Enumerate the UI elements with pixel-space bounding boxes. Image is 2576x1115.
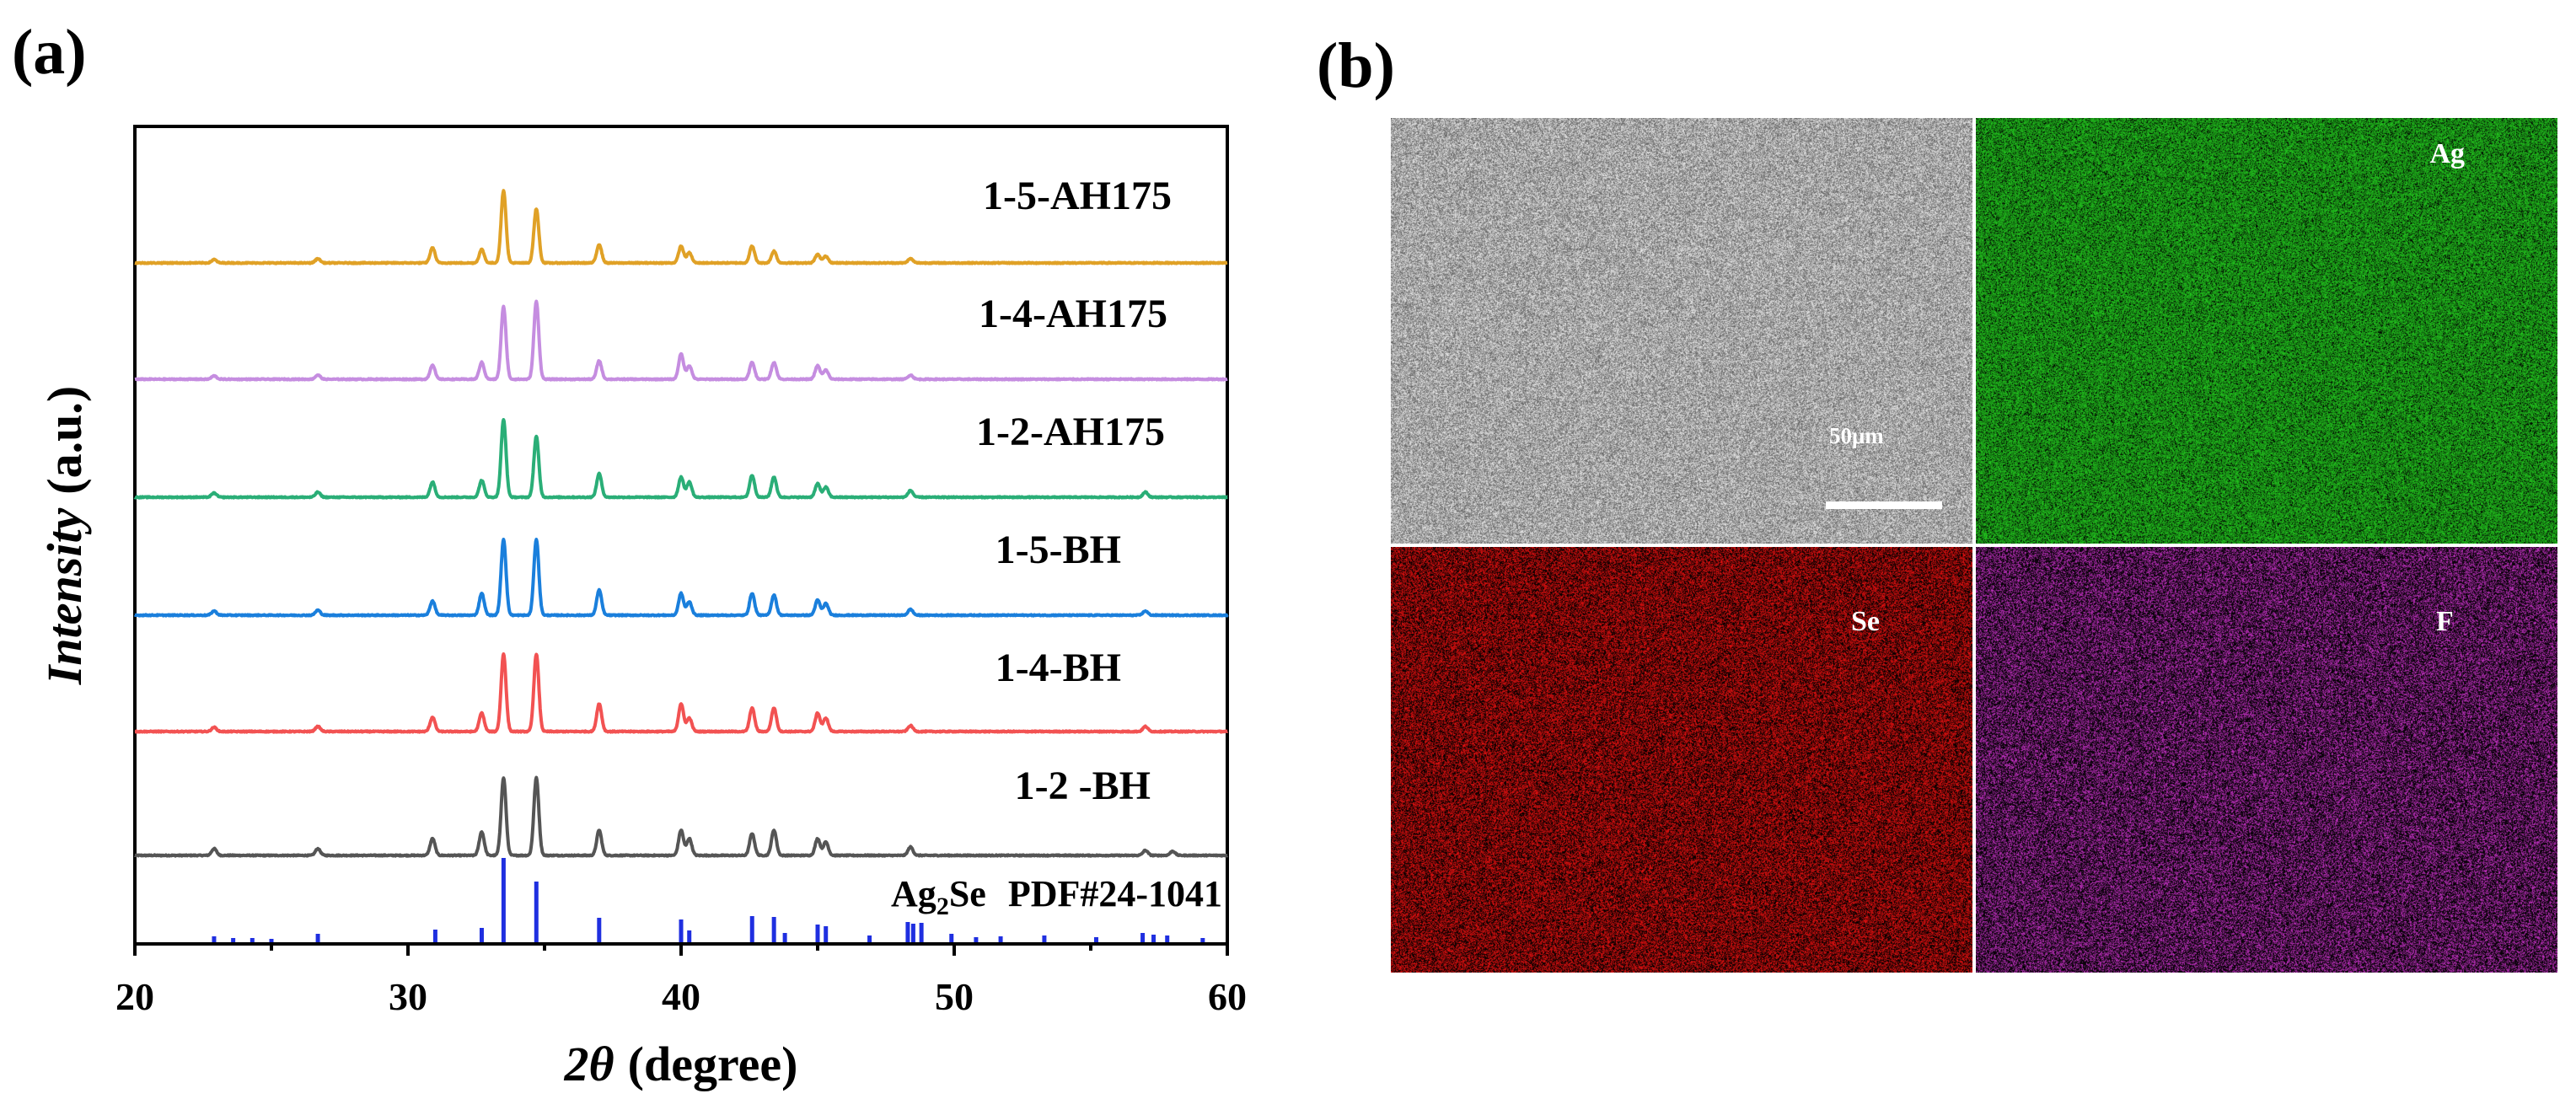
x-axis-ticks: 20 30 40 50 60 xyxy=(115,944,1247,1018)
reference-label: Ag2Se PDF#24-1041 xyxy=(891,873,1222,920)
xrd-chart: 1-2 -BH 1-4-BH 1-5-BH 1-2-AH175 1-4-AH175 1-5… xyxy=(37,125,1247,1091)
panel-label-a: (a) xyxy=(12,17,87,88)
reference-sticks xyxy=(212,858,1205,942)
f-element-map xyxy=(1976,547,2557,973)
f-map-tile: F xyxy=(1976,547,2557,973)
series-line-1-4-ah175 xyxy=(133,299,1229,382)
series-line-1-2-ah175 xyxy=(133,418,1229,500)
series-group: 1-2 -BH 1-4-BH 1-5-BH 1-2-AH175 1-4-AH175 1-5… xyxy=(133,174,1229,858)
series-label: 1-2-AH175 xyxy=(976,410,1165,454)
sem-image-tile: 50μm xyxy=(1391,118,1972,544)
y-axis-label: Intensity(a.u.) xyxy=(37,386,92,685)
series-label: 1-5-AH175 xyxy=(983,174,1172,218)
x-tick-label: 20 xyxy=(115,975,154,1018)
se-element-map xyxy=(1391,547,1972,973)
panel-label-b: (b) xyxy=(1317,30,1395,101)
x-tick-label: 60 xyxy=(1208,975,1247,1018)
series-label: 1-5-BH xyxy=(996,528,1121,572)
x-axis-label: 2θ (degree) xyxy=(564,1037,798,1091)
f-map-label: F xyxy=(2436,606,2454,637)
scale-bar xyxy=(1826,501,1942,509)
series-line-1-2-bh xyxy=(133,775,1229,858)
ag-map-label: Ag xyxy=(2429,138,2465,169)
se-map-label: Se xyxy=(1851,606,1880,637)
sem-micrograph xyxy=(1391,118,1972,544)
series-line-1-5-bh xyxy=(133,538,1229,618)
scale-bar-label: 50μm xyxy=(1829,423,1884,448)
series-label: 1-4-AH175 xyxy=(979,292,1167,336)
se-map-tile: Se xyxy=(1391,547,1972,973)
series-line-1-4-bh xyxy=(133,652,1229,734)
x-tick-label: 50 xyxy=(935,975,974,1018)
ag-map-tile: Ag xyxy=(1976,118,2557,544)
series-line-1-5-ah175 xyxy=(133,189,1229,265)
x-tick-label: 30 xyxy=(389,975,427,1018)
series-label: 1-2 -BH xyxy=(1015,764,1151,808)
sem-eds-mapping: 50μm Ag Se F xyxy=(1391,118,2557,973)
series-label: 1-4-BH xyxy=(996,646,1121,690)
x-tick-label: 40 xyxy=(662,975,700,1018)
ag-element-map xyxy=(1976,118,2557,544)
